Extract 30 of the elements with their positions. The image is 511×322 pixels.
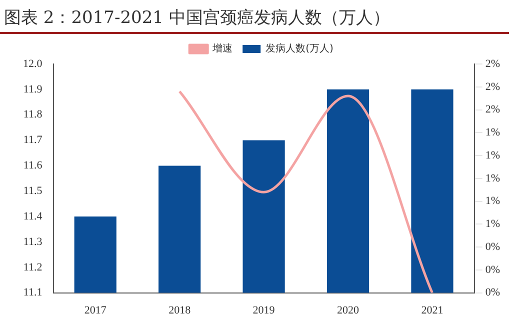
y2-tick-label: 2% [485,80,500,93]
line-series [178,90,434,293]
y2-tick-label: 2% [485,104,500,116]
y2-tick-label: 1% [485,149,500,162]
y-tick-label: 11.8 [23,108,43,121]
legend-label: 增速 [212,42,233,55]
y2-tick-label: 0% [485,240,500,253]
y-tick-label: 11.5 [23,185,43,197]
y2-tick-label: 0% [485,264,500,276]
y-tick-label: 11.4 [23,210,43,222]
y2-tick-label: 1% [485,172,500,184]
y-tick-label: 11.7 [23,134,43,146]
y2-tick-label: 0% [485,286,500,299]
y-tick-label: 11.1 [23,286,42,299]
y-tick-label: 11.9 [23,83,43,96]
y-tick-label: 11.2 [23,261,42,274]
y2-tick-label: 1% [485,126,500,139]
y2-tick-label: 2% [485,58,500,70]
y-tick-label: 12.0 [23,58,43,70]
x-tick-label: 2019 [252,304,276,316]
y-tick-label: 11.3 [23,236,43,248]
chart-title: 图表 2：2017-2021 中国宫颈癌发病人数（万人） [0,0,509,34]
x-tick-label: 2020 [337,304,360,316]
y-tick-label: 11.6 [23,160,43,172]
x-tick-label: 2017 [84,304,107,316]
legend-label: 发病人数(万人) [266,42,334,55]
x-tick-label: 2018 [168,304,192,316]
x-tick-label: 2021 [421,304,444,316]
y2-tick-label: 1% [485,195,500,208]
y2-tick-label: 1% [485,218,500,230]
